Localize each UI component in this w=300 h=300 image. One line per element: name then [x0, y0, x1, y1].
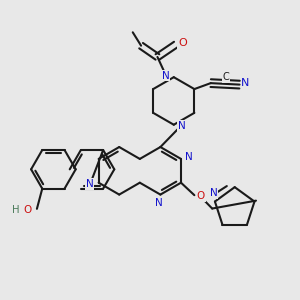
Text: N: N: [86, 179, 94, 189]
Text: N: N: [162, 71, 169, 81]
Text: O: O: [23, 205, 32, 215]
Text: N: N: [241, 78, 250, 88]
Text: O: O: [178, 38, 187, 48]
Text: O: O: [197, 191, 205, 201]
Text: N: N: [178, 121, 186, 131]
Text: N: N: [210, 188, 217, 198]
Text: N: N: [155, 198, 163, 208]
Text: H: H: [12, 205, 19, 215]
Text: N: N: [185, 152, 193, 162]
Text: C: C: [222, 73, 229, 82]
